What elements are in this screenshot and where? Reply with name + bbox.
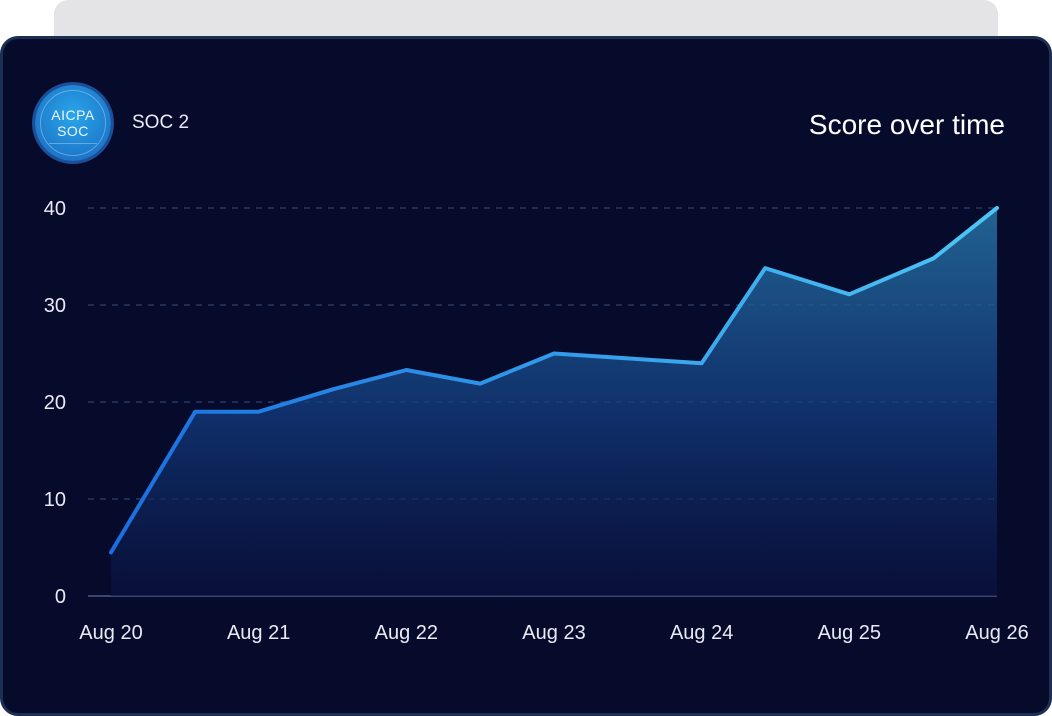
y-tick-label: 40 bbox=[44, 198, 66, 220]
x-tick-label: Aug 20 bbox=[79, 622, 142, 644]
score-area-fill bbox=[111, 208, 997, 596]
x-tick-label: Aug 26 bbox=[965, 622, 1028, 644]
x-tick-label: Aug 25 bbox=[818, 622, 881, 644]
score-line-chart: 0 10 20 30 40 Aug 20 Aug 21 Aug 22 Aug 23 Aug 24 A… bbox=[0, 0, 1052, 700]
y-tick-label: 10 bbox=[44, 489, 66, 511]
x-tick-label: Aug 24 bbox=[670, 622, 733, 644]
x-tick-label: Aug 23 bbox=[522, 622, 585, 644]
y-tick-label: 0 bbox=[55, 586, 66, 608]
x-tick-label: Aug 22 bbox=[375, 622, 438, 644]
x-tick-label: Aug 21 bbox=[227, 622, 290, 644]
y-tick-label: 20 bbox=[44, 392, 66, 414]
y-tick-label: 30 bbox=[44, 295, 66, 317]
